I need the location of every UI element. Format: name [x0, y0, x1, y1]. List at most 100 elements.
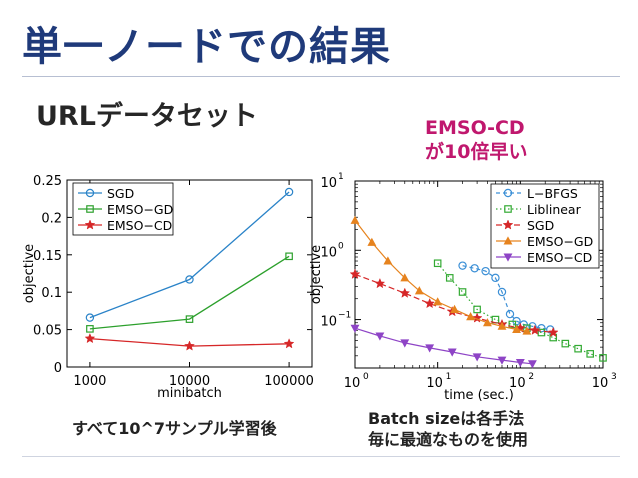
legend-marker [86, 205, 94, 213]
data-point [497, 356, 507, 365]
x-tick-label: 1000 [73, 374, 106, 389]
title-divider [22, 76, 620, 77]
data-point [400, 339, 410, 348]
x-tick-exponent: 0 [363, 372, 369, 382]
y-tick-exponent: −1 [338, 311, 351, 321]
legend-entry: Liblinear [527, 202, 582, 217]
data-point [472, 353, 482, 362]
x-tick-exponent: 2 [528, 372, 534, 382]
left-caption: すべて10^7サンプル学習後 [72, 419, 277, 438]
data-point [458, 261, 467, 270]
data-point [497, 321, 507, 330]
series-line [89, 255, 290, 330]
data-point [425, 344, 435, 353]
data-point [599, 354, 607, 362]
data-point [285, 252, 293, 261]
data-point [458, 288, 467, 296]
data-point [561, 339, 570, 348]
data-point [85, 313, 95, 322]
legend-entry: SGD [107, 186, 134, 201]
data-point [586, 350, 594, 358]
series-line [89, 191, 290, 319]
data-point [349, 268, 361, 279]
data-point [400, 273, 410, 282]
data-point [185, 275, 194, 284]
legend-marker [85, 188, 95, 198]
data-point [470, 264, 479, 273]
legend-marker [503, 188, 513, 198]
y-tick-label: 0.05 [33, 324, 62, 339]
slide-title: 単一ノードでの結果 [22, 24, 391, 70]
y-tick-label: 10 [320, 315, 337, 330]
legend-marker [84, 219, 96, 230]
data-point [497, 287, 507, 297]
right-caption: Batch sizeは各手法 毎に最適なものを使用 [368, 408, 528, 450]
data-point [185, 315, 194, 323]
data-point [375, 332, 385, 341]
data-point [515, 359, 525, 368]
data-point [522, 326, 532, 335]
x-tick-label: 10 [509, 376, 526, 391]
right-caption-line-2: 毎に最適なものを使用 [368, 430, 529, 449]
x-tick-exponent: 3 [611, 372, 617, 382]
x-tick-label: 10 [592, 376, 609, 391]
x-tick-label: 10 [344, 376, 361, 391]
x-tick-label: 10000 [169, 374, 210, 389]
data-point [508, 320, 517, 329]
y-tick-label: 10 [320, 245, 337, 260]
data-point [433, 297, 443, 306]
data-point [184, 340, 195, 351]
y-tick-exponent: 0 [338, 241, 344, 251]
legend-entry: EMSO−GD [527, 234, 593, 249]
data-point [527, 360, 537, 369]
data-point [574, 344, 582, 353]
legend-marker [504, 205, 512, 213]
data-point [505, 309, 515, 319]
bottom-divider [22, 456, 620, 457]
series-line [437, 262, 604, 359]
data-point [414, 286, 424, 295]
data-point [491, 273, 500, 283]
y-tick-label: 0.15 [33, 249, 62, 264]
data-point [283, 338, 295, 349]
legend-entry: EMSO−GD [107, 202, 173, 217]
data-point [367, 237, 377, 246]
x-axis-label: time (sec.) [444, 388, 514, 403]
data-point [350, 324, 360, 333]
y-tick-label: 0.25 [33, 174, 62, 189]
data-point [399, 287, 411, 298]
data-point [284, 187, 294, 197]
data-point [547, 326, 559, 338]
y-axis-label: objective [22, 244, 37, 303]
data-point [374, 277, 386, 289]
x-axis-label: minibatch [157, 386, 222, 401]
data-point [383, 256, 393, 265]
y-tick-exponent: 1 [338, 172, 344, 182]
y-axis-label: objective [309, 245, 324, 304]
data-point [445, 274, 454, 282]
data-point [84, 332, 96, 344]
legend-entry: EMSO−CD [527, 250, 592, 265]
legend-marker [503, 253, 513, 262]
data-point [537, 324, 546, 333]
data-point [86, 325, 94, 333]
callout-line-2: が10倍早い [425, 141, 528, 163]
y-tick-label: 0.1 [41, 286, 62, 301]
data-point [537, 328, 546, 337]
dataset-subtitle: URLデータセット [36, 101, 258, 132]
y-tick-label: 10 [320, 176, 337, 191]
speed-callout: EMSO-CD が10倍早い [425, 116, 527, 164]
callout-line-1: EMSO-CD [425, 117, 525, 139]
legend-marker [502, 219, 514, 230]
x-tick-exponent: 1 [446, 372, 452, 382]
data-point [433, 259, 442, 268]
data-point [512, 324, 521, 333]
legend-marker [503, 236, 513, 245]
legend-entry: EMSO−CD [107, 218, 172, 233]
right-caption-line-1: Batch sizeは各手法 [368, 409, 525, 428]
data-point [424, 297, 436, 309]
data-point [482, 318, 492, 327]
legend-entry: L−BFGS [527, 186, 578, 201]
data-point [350, 215, 360, 224]
